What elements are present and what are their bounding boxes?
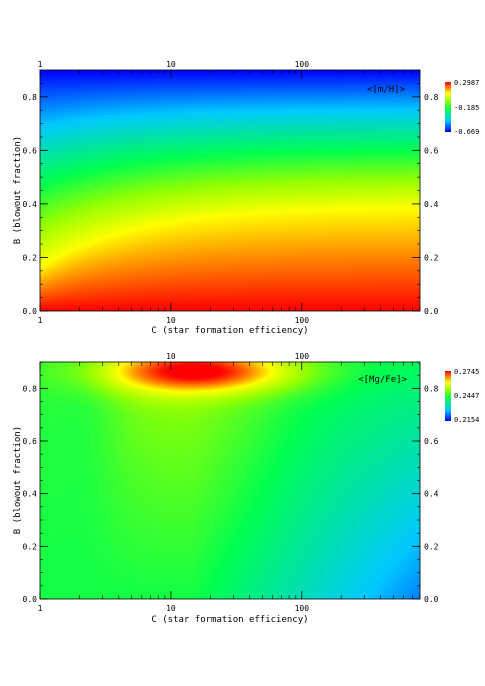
y-tick-label: 0.0: [23, 307, 38, 316]
y-right-tick-label: 0.6: [424, 146, 439, 155]
colorbar-min-label-mgfe: 0.2154: [454, 416, 479, 424]
y-right-tick-label: 0.8: [424, 384, 439, 393]
colorbar-mid-label-mh: -0.185: [454, 104, 479, 112]
y-tick-label: 0.6: [23, 437, 38, 446]
colorbar-mid-label-mgfe: 0.2447: [454, 392, 479, 400]
x-tick-label: 10: [166, 604, 176, 613]
annotation-mgfe: <[Mg/Fe]>: [358, 375, 407, 385]
x-tick-label: 100: [295, 316, 310, 325]
y-tick-label: 0.0: [23, 595, 38, 604]
colorbar-mh: [445, 82, 451, 132]
colorbar-mgfe: [445, 371, 451, 421]
heatmap-mh-area: [40, 70, 420, 311]
x-top-tick-label: 10: [166, 352, 176, 361]
y-right-tick-label: 0.4: [424, 490, 439, 499]
x-tick-label: 10: [166, 316, 176, 325]
annotation-mh: <[m/H]>: [367, 85, 406, 95]
y-tick-label: 0.6: [23, 146, 38, 155]
x-axis-title-mgfe: C (star formation efficiency): [151, 615, 308, 625]
y-tick-label: 0.4: [23, 200, 38, 209]
x-axis-title-mh: C (star formation efficiency): [151, 326, 308, 336]
x-tick-label: 100: [295, 604, 310, 613]
colorbar-min-label-mh: -0.669: [454, 128, 479, 136]
axis-ticks-mgfe: 1 10 10 100 100 0.0 0.0 0.2 0.2 0.4 0.4 0.6 0.6 0.8 0.…: [23, 352, 439, 613]
y-tick-label: 0.8: [23, 384, 38, 393]
y-right-tick-label: 0.4: [424, 200, 439, 209]
y-right-tick-label: 0.8: [424, 93, 439, 102]
y-tick-label: 0.2: [23, 542, 38, 551]
colorbar-max-label-mgfe: 0.2745: [454, 368, 479, 376]
x-top-tick-label: 100: [295, 352, 310, 361]
y-right-tick-label: 0.0: [424, 307, 439, 316]
y-right-tick-label: 0.2: [424, 542, 439, 551]
axis-ticks-mh: 1 1 10 10 100 100 0.0 0.0 0.2 0.2 0.4 0.4 0.6 0.6 0.8 0…: [23, 60, 439, 325]
y-axis-title-mgfe: B (blowout fraction): [13, 426, 23, 534]
y-tick-label: 0.4: [23, 490, 38, 499]
colorbar-max-label-mh: 0.2987: [454, 79, 479, 87]
y-right-tick-label: 0.0: [424, 595, 439, 604]
x-top-tick-label: 1: [38, 60, 43, 69]
heatmap-mgfe-area: [40, 362, 420, 599]
panel-mgfe: 1 10 10 100 100 0.0 0.0 0.2 0.2 0.4 0.4 0.6 0.6 0.8 0.…: [13, 352, 479, 625]
x-top-tick-label: 100: [295, 60, 310, 69]
y-right-tick-label: 0.2: [424, 253, 439, 262]
y-right-tick-label: 0.6: [424, 437, 439, 446]
x-top-tick-label: 10: [166, 60, 176, 69]
x-tick-label: 1: [38, 604, 43, 613]
y-tick-label: 0.2: [23, 253, 38, 262]
y-axis-title-mh: B (blowout fraction): [13, 136, 23, 244]
y-tick-label: 0.8: [23, 93, 38, 102]
x-tick-label: 1: [38, 316, 43, 325]
panel-mh: 1 1 10 10 100 100 0.0 0.0 0.2 0.2 0.4 0.4 0.6 0.6 0.8 0…: [13, 60, 479, 336]
